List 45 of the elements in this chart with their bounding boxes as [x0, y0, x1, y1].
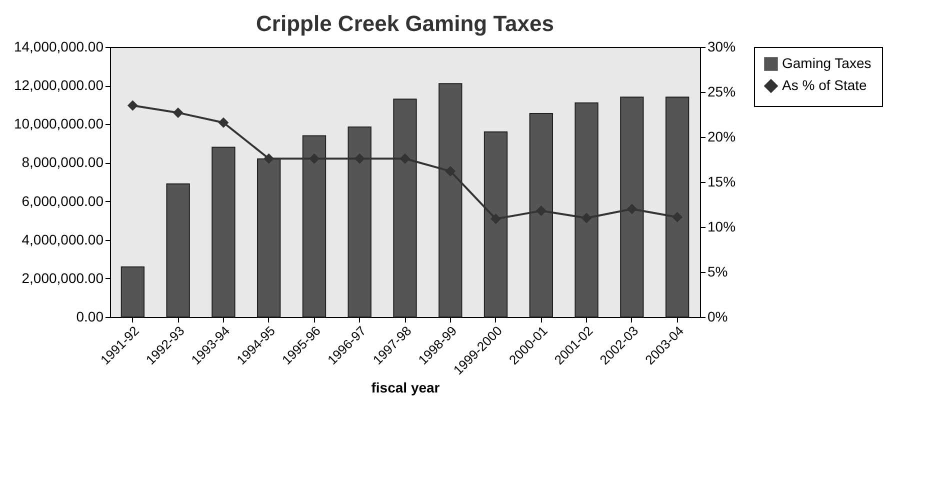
- y2-tick-label: 25%: [708, 84, 736, 100]
- y-tick-label: 6,000,000.00: [22, 192, 104, 209]
- y-tick-label: 14,000,000.00: [14, 38, 104, 54]
- point: [172, 107, 184, 118]
- y2-tick-label: 15%: [708, 174, 736, 190]
- bar: [166, 183, 190, 318]
- point: [672, 212, 683, 222]
- y-tick-label: 10,000,000.00: [14, 116, 104, 132]
- y2-tick-label: 20%: [708, 128, 736, 144]
- y2-tick-label: 30%: [708, 38, 736, 54]
- chart-title: Cripple Creek Gaming Taxes: [256, 11, 554, 36]
- point: [536, 206, 546, 216]
- point: [626, 204, 638, 214]
- point: [490, 214, 502, 224]
- bar: [257, 158, 281, 318]
- bar: [620, 96, 644, 318]
- bar: [120, 266, 145, 318]
- y-tick-label: 12,000,000.00: [14, 77, 104, 94]
- y-tick-label: 0.00: [76, 308, 104, 324]
- y2-tick-label: 5%: [708, 264, 728, 280]
- y-tick-label: 2,000,000.00: [22, 270, 104, 286]
- y-tick-label: 8,000,000.00: [22, 154, 104, 170]
- y2-tick-label: 10%: [708, 218, 736, 234]
- point: [264, 153, 274, 164]
- bar: [348, 126, 372, 318]
- bar: [484, 131, 508, 318]
- y-tick-label: 4,000,000.00: [22, 231, 104, 248]
- bar: [438, 83, 462, 318]
- point: [218, 117, 229, 128]
- point: [127, 100, 138, 111]
- point: [581, 212, 592, 224]
- point: [445, 166, 456, 176]
- point: [400, 153, 410, 164]
- legend-label: As % of State: [782, 77, 868, 93]
- bar: [212, 146, 236, 318]
- x-axis-title: fiscal year: [371, 380, 440, 396]
- bar: [574, 102, 598, 318]
- bar: [665, 96, 690, 318]
- point: [308, 153, 320, 164]
- y2-tick-label: 0%: [708, 308, 728, 324]
- legend-label: Gaming Taxes: [782, 55, 872, 71]
- bar: [302, 135, 326, 318]
- bar: [393, 98, 417, 318]
- point: [354, 153, 365, 164]
- bar: [529, 113, 553, 318]
